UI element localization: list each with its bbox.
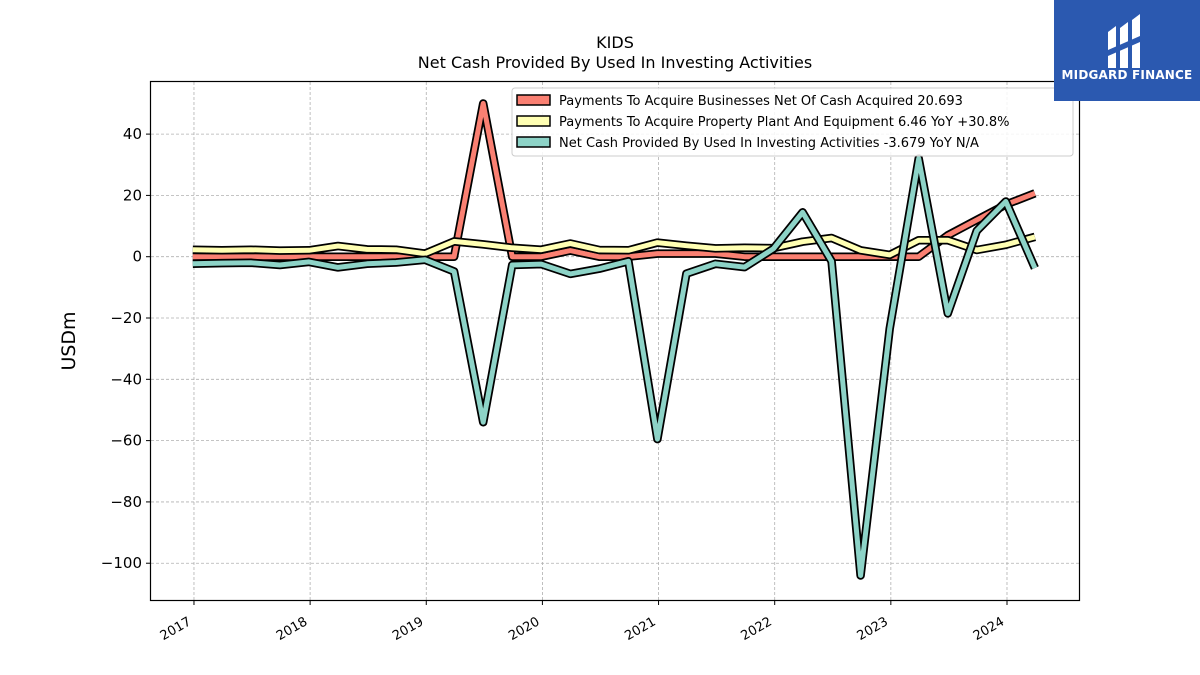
x-tick-label: 2019 bbox=[390, 614, 426, 644]
y-tick-label: 20 bbox=[123, 186, 142, 204]
legend-swatch bbox=[516, 136, 551, 148]
x-tick-label: 2021 bbox=[622, 614, 658, 644]
midgard-logo-icon bbox=[1108, 14, 1140, 68]
y-tick-label: −80 bbox=[110, 493, 142, 511]
legend-swatch bbox=[516, 94, 551, 106]
x-tick-label: 2018 bbox=[274, 614, 310, 644]
plot-frame bbox=[149, 80, 1081, 602]
y-tick-label: −60 bbox=[110, 432, 142, 450]
chart-title: KIDS bbox=[596, 33, 634, 52]
series-layer bbox=[192, 99, 1039, 580]
series-line-2 bbox=[192, 232, 1037, 260]
y-axis-label: USDm bbox=[58, 311, 80, 370]
y-tick-label: −40 bbox=[110, 370, 142, 388]
legend-box bbox=[511, 87, 1074, 157]
series-stroke bbox=[192, 156, 1038, 578]
legend-entry: Net Cash Provided By Used In Investing A… bbox=[559, 136, 979, 151]
y-tick-label: 0 bbox=[132, 248, 142, 266]
x-tick-label: 2020 bbox=[506, 614, 542, 644]
y-ticks: 40 20 0 −20 −40 −60 −80 −100 bbox=[101, 125, 151, 572]
x-tick-label: 2022 bbox=[739, 614, 775, 644]
x-tick-label: 2023 bbox=[855, 614, 891, 644]
y-tick-label: −20 bbox=[110, 309, 142, 327]
legend-entry: Payments To Acquire Businesses Net Of Ca… bbox=[559, 94, 963, 109]
x-ticks: 2017 2018 2019 2020 2021 2022 2023 2024 bbox=[158, 600, 1008, 644]
brand-logo: MIDGARD FINANCE bbox=[1054, 0, 1200, 101]
legend: Payments To Acquire Businesses Net Of Ca… bbox=[511, 87, 1074, 157]
grid bbox=[151, 82, 1079, 600]
logo-text: MIDGARD FINANCE bbox=[1061, 68, 1193, 82]
series-stroke bbox=[192, 234, 1036, 258]
x-tick-label: 2024 bbox=[971, 614, 1007, 644]
chart-subtitle: Net Cash Provided By Used In Investing A… bbox=[418, 53, 812, 72]
x-tick-label: 2017 bbox=[158, 614, 194, 644]
y-tick-label: 40 bbox=[123, 125, 142, 143]
legend-swatch bbox=[516, 115, 551, 127]
series-line-3 bbox=[192, 154, 1039, 580]
y-tick-label: −100 bbox=[101, 554, 142, 572]
legend-entry: Payments To Acquire Property Plant And E… bbox=[559, 115, 1010, 130]
